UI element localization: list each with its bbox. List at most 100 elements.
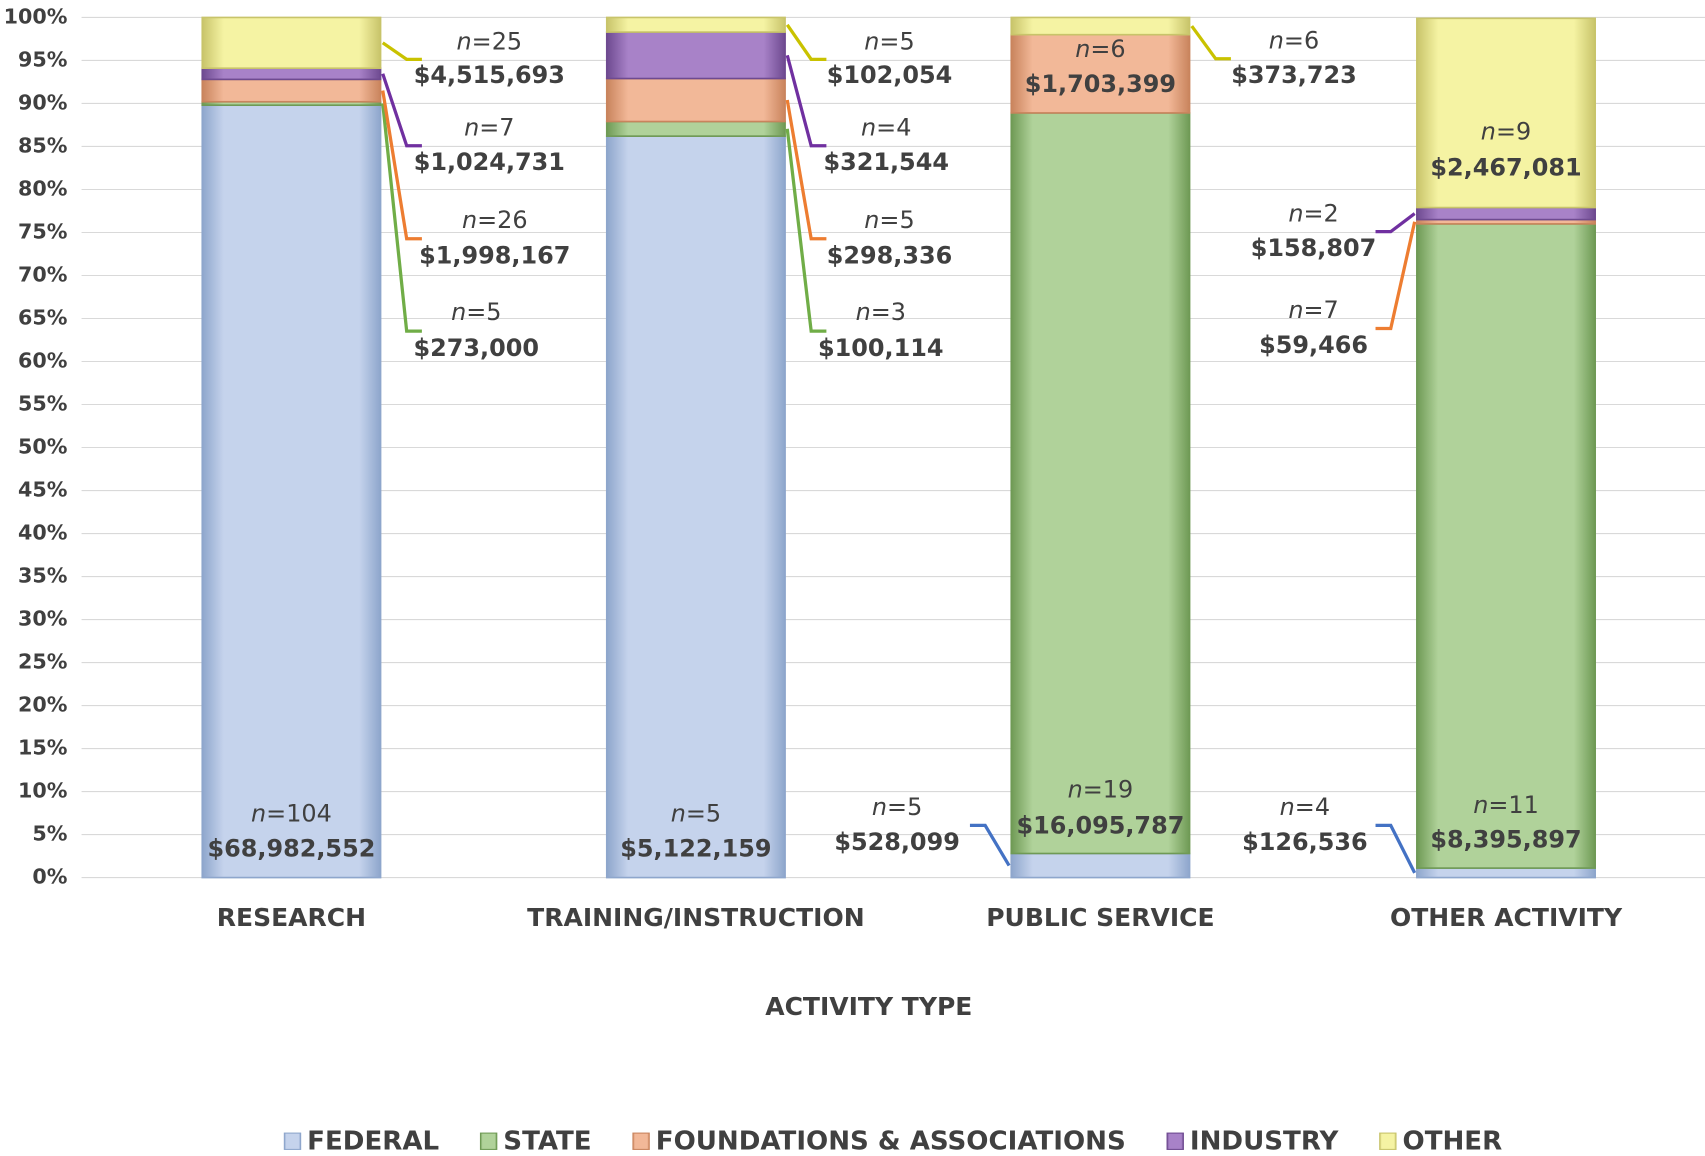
count-symbol: n bbox=[1481, 118, 1496, 146]
amount-label: $1,703,399 bbox=[1025, 70, 1176, 98]
bar-segment bbox=[1416, 867, 1596, 879]
count-symbol: n bbox=[856, 298, 871, 326]
count-value: 19 bbox=[1103, 776, 1133, 804]
count-label: n=3 bbox=[856, 298, 906, 326]
bar-segment bbox=[1010, 33, 1191, 114]
count-value: 7 bbox=[499, 113, 514, 141]
leader-line bbox=[785, 23, 827, 61]
count-sep: = bbox=[1083, 776, 1103, 804]
count-sep: = bbox=[1284, 26, 1304, 54]
amount-label: $100,114 bbox=[818, 334, 944, 362]
bar-segment bbox=[201, 67, 382, 81]
count-symbol: n bbox=[1288, 296, 1303, 324]
count-symbol: n bbox=[462, 206, 477, 234]
count-symbol: n bbox=[864, 206, 879, 234]
leader-line bbox=[785, 99, 827, 241]
count-sep: = bbox=[466, 298, 486, 326]
count-symbol: n bbox=[457, 27, 472, 55]
leader-line bbox=[1375, 823, 1417, 874]
y-tick-label: 30% bbox=[18, 607, 68, 631]
count-label: n=6 bbox=[1075, 35, 1125, 63]
count-value: 3 bbox=[891, 298, 906, 326]
amount-label: $68,982,552 bbox=[207, 834, 375, 862]
count-symbol: n bbox=[671, 800, 686, 828]
count-value: 5 bbox=[486, 298, 501, 326]
amount-label: $102,054 bbox=[827, 61, 953, 89]
count-symbol: n bbox=[464, 113, 479, 141]
legend-swatch bbox=[283, 1132, 302, 1150]
amount-label: $5,122,159 bbox=[620, 834, 771, 862]
count-label: n=5 bbox=[671, 800, 721, 828]
count-symbol: n bbox=[861, 113, 876, 141]
bar-segment bbox=[605, 77, 786, 123]
y-tick-label: 0% bbox=[32, 865, 67, 889]
x-tick-label: TRAINING/INSTRUCTION bbox=[527, 903, 864, 932]
count-symbol: n bbox=[1280, 793, 1295, 821]
leader-line bbox=[381, 73, 422, 148]
y-tick-label: 50% bbox=[18, 435, 68, 459]
bar-segment bbox=[605, 120, 786, 137]
count-value: 5 bbox=[706, 800, 721, 828]
amount-label: $59,466 bbox=[1259, 331, 1368, 359]
y-tick-label: 70% bbox=[18, 262, 68, 286]
y-tick-label: 20% bbox=[18, 693, 68, 717]
count-label: n=7 bbox=[1288, 296, 1338, 324]
count-label: n=5 bbox=[864, 206, 914, 234]
y-tick-label: 100% bbox=[4, 4, 68, 28]
count-sep: = bbox=[879, 27, 899, 55]
count-value: 25 bbox=[492, 27, 522, 55]
bar-segment bbox=[1416, 206, 1596, 221]
y-tick-label: 35% bbox=[18, 564, 68, 588]
amount-label: $2,467,081 bbox=[1430, 154, 1581, 182]
count-label: n=9 bbox=[1481, 118, 1531, 146]
count-label: n=5 bbox=[451, 298, 501, 326]
legend-swatch bbox=[479, 1132, 498, 1150]
count-label: n=104 bbox=[251, 800, 332, 828]
amount-label: $8,395,897 bbox=[1430, 826, 1581, 854]
y-tick-label: 90% bbox=[18, 90, 68, 114]
bar-segment bbox=[605, 16, 786, 33]
legend-label: FEDERAL bbox=[307, 1126, 439, 1156]
amount-label: $528,099 bbox=[834, 828, 960, 856]
legend-label: STATE bbox=[503, 1126, 591, 1156]
count-value: 6 bbox=[1110, 35, 1125, 63]
count-sep: = bbox=[477, 206, 497, 234]
leader-line bbox=[785, 128, 827, 333]
y-tick-label: 5% bbox=[32, 822, 67, 846]
legend-label: FOUNDATIONS & ASSOCIATIONS bbox=[656, 1126, 1126, 1156]
count-value: 5 bbox=[899, 27, 914, 55]
legend-label: INDUSTRY bbox=[1190, 1126, 1340, 1156]
count-sep: = bbox=[1303, 199, 1323, 227]
bar-segment bbox=[605, 31, 786, 80]
count-sep: = bbox=[1090, 35, 1110, 63]
legend-item: FEDERAL bbox=[283, 1126, 439, 1156]
count-symbol: n bbox=[1269, 26, 1284, 54]
y-tick-label: 60% bbox=[18, 349, 68, 373]
count-symbol: n bbox=[251, 800, 266, 828]
y-tick-label: 95% bbox=[18, 47, 68, 71]
count-symbol: n bbox=[1288, 199, 1303, 227]
count-sep: = bbox=[879, 206, 899, 234]
count-label: n=25 bbox=[457, 27, 523, 55]
leader-line bbox=[785, 54, 827, 148]
leader-line bbox=[969, 823, 1011, 867]
leader-line bbox=[1375, 212, 1416, 234]
amount-label: $158,807 bbox=[1251, 234, 1377, 262]
legend-item: OTHER bbox=[1379, 1126, 1502, 1156]
x-axis-title: ACTIVITY TYPE bbox=[765, 992, 972, 1021]
leader-line bbox=[1190, 25, 1231, 61]
y-tick-label: 85% bbox=[18, 133, 68, 157]
leader-line bbox=[1375, 221, 1417, 331]
count-sep: = bbox=[266, 800, 286, 828]
bar-segment bbox=[201, 78, 382, 103]
count-sep: = bbox=[1303, 296, 1323, 324]
count-value: 5 bbox=[899, 206, 914, 234]
leader-line bbox=[381, 103, 422, 333]
x-tick-label: PUBLIC SERVICE bbox=[986, 903, 1214, 932]
count-label: n=7 bbox=[464, 113, 514, 141]
count-value: 4 bbox=[896, 113, 911, 141]
x-tick-label: OTHER ACTIVITY bbox=[1390, 903, 1623, 932]
count-symbol: n bbox=[1068, 776, 1083, 804]
bar-segment bbox=[201, 104, 382, 879]
